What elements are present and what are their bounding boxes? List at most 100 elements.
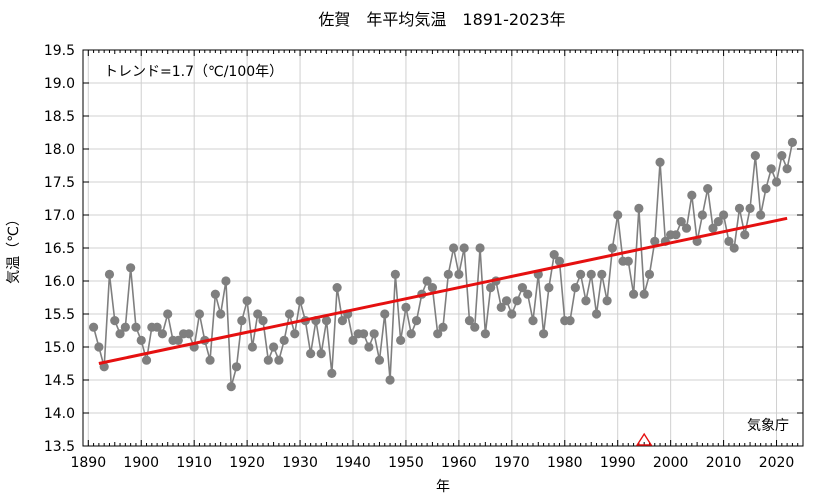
data-point — [88, 322, 99, 332]
data-point — [729, 243, 739, 253]
data-point — [480, 329, 490, 339]
data-point — [507, 309, 517, 319]
y-tick-label: 19.0 — [44, 76, 75, 92]
data-point — [591, 309, 602, 319]
data-point — [411, 316, 422, 326]
y-tick-label: 14.5 — [44, 373, 75, 389]
data-point — [565, 316, 575, 326]
data-point — [454, 269, 464, 279]
data-point — [226, 382, 236, 392]
data-point — [475, 243, 485, 253]
data-point — [496, 302, 506, 312]
data-point — [602, 296, 612, 306]
data-point — [740, 230, 750, 240]
x-tick-label: 2000 — [653, 455, 689, 471]
y-tick-label: 14.0 — [44, 406, 75, 422]
y-tick-label: 17.5 — [44, 175, 75, 191]
data-point — [401, 302, 411, 312]
data-point — [126, 263, 136, 273]
data-point — [263, 355, 273, 365]
x-tick-label: 1920 — [229, 455, 265, 471]
data-point — [607, 243, 618, 253]
data-point — [284, 309, 295, 319]
data-point — [332, 283, 342, 293]
data-point — [750, 151, 760, 161]
data-point — [766, 164, 776, 174]
data-point — [787, 137, 798, 147]
data-point — [136, 335, 146, 345]
y-tick-label: 16.5 — [44, 241, 75, 257]
warning-triangle-icon — [635, 432, 653, 446]
axis-ticks: 13.5 14.0 14.5 15.0 15.5 16.0 16.5 17.0 17.5 18.0… — [44, 43, 803, 471]
data-point — [157, 329, 168, 339]
data-point — [380, 309, 390, 319]
data-point — [94, 342, 104, 352]
data-point — [756, 210, 766, 220]
data-point — [501, 296, 512, 306]
x-tick-label: 1960 — [441, 455, 477, 471]
data-point — [613, 210, 623, 220]
data-point — [422, 276, 432, 286]
data-point — [655, 157, 665, 167]
data-point — [554, 256, 565, 266]
data-point — [777, 151, 787, 161]
data-point — [327, 368, 337, 378]
data-point — [681, 223, 692, 233]
source-label: 気象庁 — [747, 418, 789, 434]
data-point — [671, 230, 681, 240]
data-point — [745, 203, 755, 213]
data-point — [247, 342, 258, 352]
data-point — [268, 342, 279, 352]
data-point — [316, 349, 326, 359]
data-point — [570, 283, 580, 293]
y-tick-label: 16.0 — [44, 274, 75, 290]
data-point — [258, 316, 268, 326]
data-point — [782, 164, 792, 174]
data-point — [374, 355, 385, 365]
y-axis-label: 気温（℃） — [6, 212, 22, 284]
data-point — [253, 309, 263, 319]
data-point — [120, 322, 130, 332]
data-point — [104, 269, 115, 279]
data-point — [523, 289, 533, 299]
data-point — [581, 296, 591, 306]
data-point — [623, 256, 633, 266]
data-point — [99, 362, 109, 372]
data-point — [173, 335, 183, 345]
data-point — [141, 355, 152, 365]
data-point — [221, 276, 231, 286]
data-point — [306, 349, 316, 359]
y-tick-label: 17.0 — [44, 208, 75, 224]
x-axis-label: 年 — [436, 479, 450, 495]
data-point — [517, 283, 528, 293]
data-point — [115, 329, 125, 339]
data-point — [761, 184, 771, 194]
x-tick-label: 1900 — [123, 455, 159, 471]
data-point — [348, 335, 358, 345]
data-point — [528, 316, 538, 326]
data-point — [634, 203, 644, 213]
data-point — [396, 335, 406, 345]
data-point — [274, 355, 284, 365]
x-tick-label: 1970 — [494, 455, 530, 471]
data-point — [708, 223, 718, 233]
x-tick-label: 1950 — [388, 455, 424, 471]
data-point — [433, 329, 443, 339]
grid-lines — [83, 49, 803, 447]
data-point — [237, 316, 247, 326]
x-tick-label: 1980 — [547, 455, 583, 471]
trend-group — [98, 216, 788, 365]
data-point — [131, 322, 141, 332]
data-point — [369, 329, 379, 339]
x-tick-label: 1930 — [282, 455, 318, 471]
x-tick-label: 1990 — [600, 455, 636, 471]
data-point — [687, 190, 697, 200]
data-point — [597, 269, 607, 279]
data-point — [385, 375, 395, 385]
y-tick-label: 18.5 — [44, 109, 75, 125]
data-point — [406, 329, 416, 339]
y-tick-label: 18.0 — [44, 142, 75, 158]
data-point — [544, 283, 554, 293]
data-point — [586, 269, 596, 279]
